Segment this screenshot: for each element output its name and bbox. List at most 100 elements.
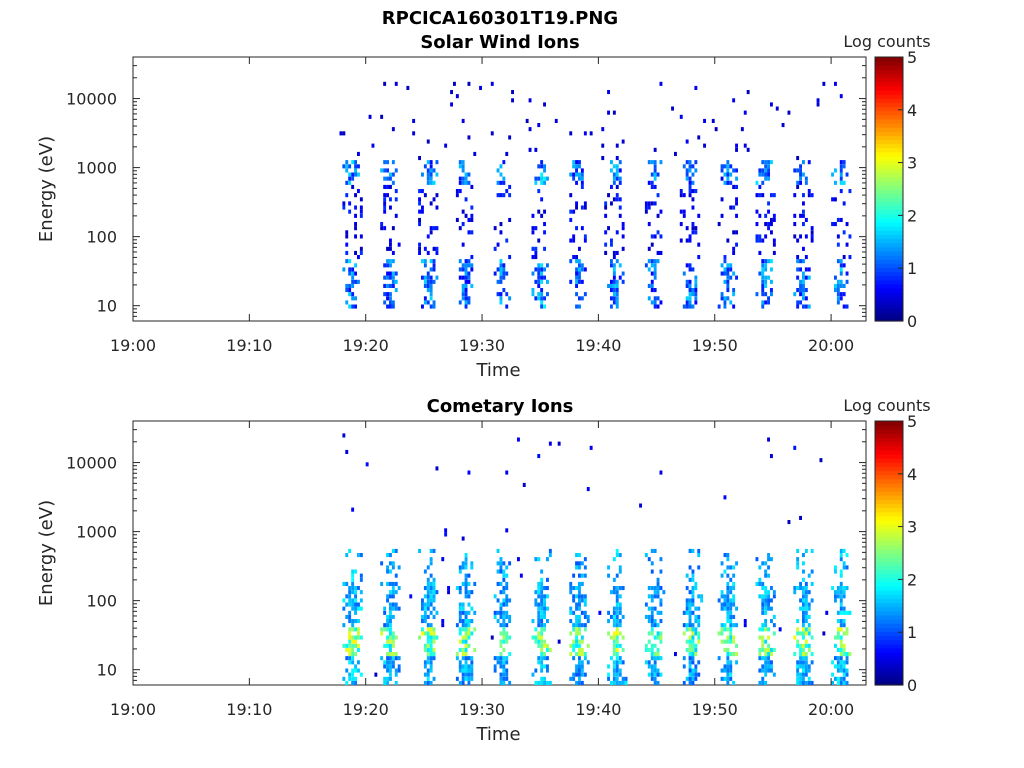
- spectrogram-cell: [647, 647, 651, 652]
- spectrogram-cell: [470, 217, 474, 222]
- spectrogram-cell: [618, 594, 622, 599]
- spectrogram-cell: [583, 598, 587, 603]
- spectrogram-cell: [836, 668, 840, 673]
- spectrogram-cell: [394, 606, 398, 611]
- spectrogram-cell: [688, 577, 692, 582]
- spectrogram-cell: [612, 255, 616, 260]
- spectrogram-cell: [540, 180, 544, 185]
- spectrogram-cell: [610, 168, 613, 173]
- spectrogram-cell: [615, 680, 619, 685]
- spectrogram-cell: [799, 267, 802, 272]
- spectrogram-cell: [426, 271, 430, 276]
- spectrogram-cell: [682, 610, 686, 615]
- spectrogram-cell: [432, 581, 436, 586]
- spectrogram-cell: [697, 255, 701, 260]
- spectrogram-cell: [386, 569, 389, 574]
- spectrogram-cell: [508, 635, 512, 640]
- spectrogram-cell: [342, 205, 346, 210]
- spectrogram-cell: [391, 565, 395, 570]
- spectrogram-cell: [691, 627, 695, 632]
- spectrogram-cell: [508, 614, 512, 619]
- spectrogram-cell: [656, 652, 660, 657]
- spectrogram-cell: [423, 664, 427, 669]
- spectrogram-cell: [540, 598, 544, 603]
- spectrogram-cell: [691, 672, 695, 677]
- spectrogram-cell: [685, 304, 689, 309]
- spectrogram-cell: [540, 652, 544, 657]
- spectrogram-cell: [772, 631, 776, 636]
- spectrogram-cell: [580, 176, 584, 181]
- spectrogram-cell: [354, 164, 357, 169]
- spectrogram-cell: [342, 606, 346, 611]
- spectrogram-cell: [732, 304, 736, 309]
- colorbar-swatch: [875, 279, 903, 285]
- spectrogram-cell: [836, 610, 840, 615]
- spectrogram-cell: [470, 660, 474, 665]
- spectrogram-cell: [348, 209, 352, 214]
- spectrogram-cell: [735, 168, 738, 173]
- spectrogram-cell: [351, 606, 355, 611]
- spectrogram-cell: [569, 193, 573, 198]
- spectrogram-cell: [647, 660, 651, 665]
- spectrogram-cell: [735, 230, 738, 235]
- colorbar-swatch: [875, 85, 903, 91]
- spectrogram-cell: [761, 172, 765, 177]
- spectrogram-cell: [429, 259, 433, 264]
- spectrogram-cell: [423, 610, 427, 615]
- spectrogram-cell: [345, 300, 349, 305]
- spectrogram-cell: [653, 676, 657, 681]
- spectrogram-cell: [464, 561, 468, 566]
- spectrogram-cell: [426, 250, 430, 255]
- spectrogram-cell: [540, 288, 544, 293]
- spectrogram-cell: [383, 209, 387, 214]
- spectrogram-cell: [688, 548, 692, 553]
- spectrogram-cell: [496, 267, 500, 272]
- spectrogram-cell: [764, 176, 768, 181]
- spectrogram-cell: [423, 680, 427, 685]
- spectrogram-cell: [691, 676, 695, 681]
- spectrogram-cell: [548, 441, 552, 446]
- spectrogram-cell: [618, 168, 622, 173]
- spectrogram-cell: [464, 581, 468, 586]
- spectrogram-cell: [531, 226, 535, 231]
- spectrogram-cell: [502, 627, 506, 632]
- spectrogram-cell: [429, 647, 433, 652]
- spectrogram-cell: [458, 189, 462, 194]
- spectrogram-cell: [621, 226, 625, 231]
- spectrogram-cell: [650, 259, 654, 264]
- spectrogram-cell: [604, 201, 608, 206]
- spectrogram-cell: [688, 279, 692, 284]
- spectrogram-cell: [357, 164, 360, 169]
- spectrogram-cell: [499, 164, 503, 169]
- spectrogram-cell: [458, 647, 462, 652]
- spectrogram-cell: [772, 623, 776, 628]
- spectrogram-cell: [842, 590, 846, 595]
- spectrogram-cell: [508, 619, 512, 624]
- spectrogram-cell: [426, 172, 430, 177]
- spectrogram-cell: [615, 164, 619, 169]
- spectrogram-cell: [615, 639, 619, 644]
- spectrogram-cell: [540, 660, 544, 665]
- spectrogram-cell: [467, 217, 471, 222]
- colorbar-swatch: [875, 639, 903, 645]
- y-axis-label: Energy (eV): [36, 500, 57, 606]
- spectrogram-cell: [688, 664, 692, 669]
- spectrogram-cell: [764, 234, 768, 239]
- spectrogram-cell: [607, 664, 610, 669]
- spectrogram-cell: [647, 619, 651, 624]
- spectrogram-cell: [723, 304, 727, 309]
- spectrogram-cell: [691, 267, 695, 272]
- spectrogram-cell: [354, 234, 357, 239]
- spectrogram-cell: [697, 619, 701, 624]
- spectrogram-cell: [770, 660, 773, 665]
- spectrogram-cell: [688, 660, 692, 665]
- spectrogram-cell: [615, 184, 619, 189]
- spectrogram-cell: [758, 172, 762, 177]
- spectrogram-cell: [772, 213, 776, 218]
- spectrogram-cell: [572, 160, 576, 165]
- spectrogram-cell: [764, 279, 768, 284]
- spectrogram-cell: [644, 614, 648, 619]
- spectrogram-cell: [583, 602, 587, 607]
- spectrogram-cell: [502, 672, 506, 677]
- spectrogram-cell: [351, 676, 355, 681]
